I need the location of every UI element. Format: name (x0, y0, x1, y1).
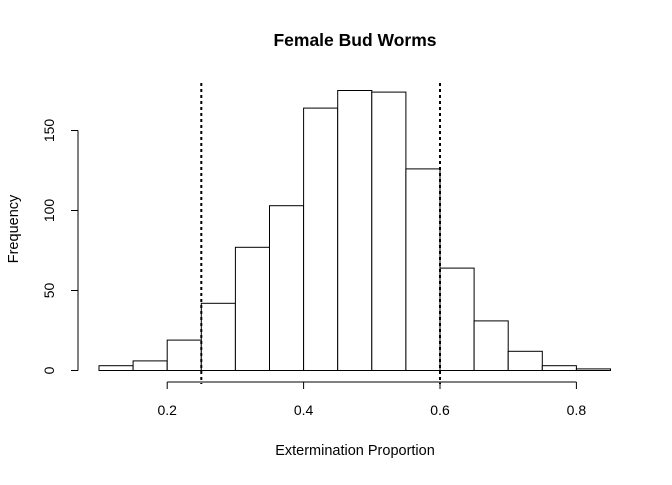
bars-layer (98, 90, 612, 372)
y-axis-label: Frequency (6, 194, 22, 263)
y-tick-label: 150 (41, 119, 57, 143)
histogram-bar-5 (234, 246, 270, 371)
y-axis: 0 50 100 150 (41, 119, 79, 374)
x-tick-label: 0.4 (294, 402, 314, 418)
histogram-bar-10 (405, 168, 441, 371)
histogram-bar-15 (575, 368, 612, 371)
chart-title: Female Bud Worms (273, 30, 436, 50)
histogram-bar-1 (98, 365, 134, 372)
histogram-bar-8 (337, 90, 373, 371)
histogram-bar-11 (439, 267, 475, 372)
x-tick-label: 0.2 (157, 402, 177, 418)
histogram-bar-2 (132, 360, 168, 371)
y-tick-label: 100 (41, 199, 57, 223)
histogram-bar-4 (200, 302, 236, 371)
histogram-bar-6 (269, 205, 305, 371)
histogram-bar-3 (166, 339, 202, 372)
x-tick-label: 0.6 (430, 402, 450, 418)
y-tick-label: 0 (41, 366, 57, 374)
y-tick-label: 50 (41, 283, 57, 299)
histogram-bar-12 (473, 320, 509, 371)
histogram-bar-13 (507, 350, 543, 371)
x-tick-label: 0.8 (567, 402, 587, 418)
histogram-bar-14 (541, 365, 577, 372)
x-axis-label: Extermination Proportion (275, 443, 435, 459)
histogram-bar-7 (303, 107, 339, 371)
x-axis: 0.2 0.4 0.6 0.8 (157, 381, 587, 418)
reference-lines-layer (200, 83, 441, 384)
histogram-bar-9 (371, 91, 407, 371)
